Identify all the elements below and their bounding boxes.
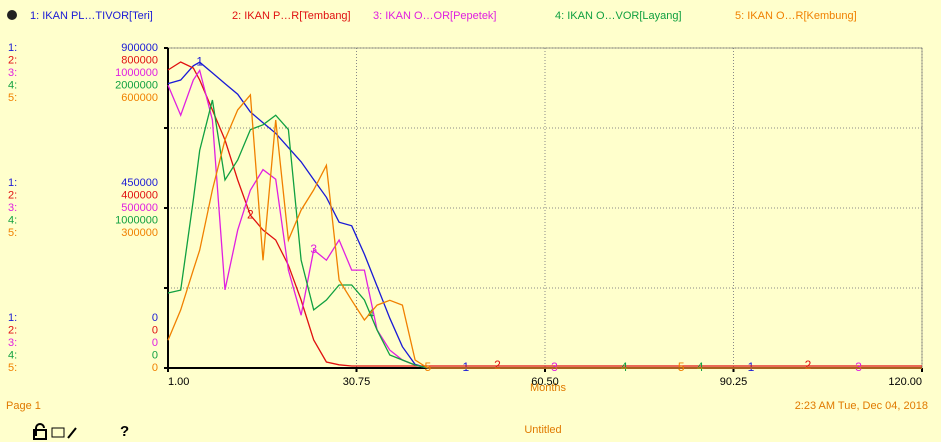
y-axis-prefix: 4: xyxy=(8,349,17,361)
series-marker: 2 xyxy=(247,207,254,221)
series-marker: 3 xyxy=(551,360,558,374)
y-axis-prefix: 4: xyxy=(8,214,17,226)
y-axis-prefix: 5: xyxy=(8,92,17,104)
series-marker: 3 xyxy=(310,242,317,256)
y-tick-label: 2000000 xyxy=(115,79,158,91)
series-line xyxy=(167,93,922,369)
y-tick-label: 400000 xyxy=(121,189,158,201)
y-tick-label: 300000 xyxy=(121,227,158,239)
wand-icon[interactable] xyxy=(67,427,77,439)
series-marker: 4 xyxy=(367,307,374,321)
y-axis-prefix: 2: xyxy=(8,324,17,336)
legend-entry: 3: IKAN O…OR[Pepetek] xyxy=(373,10,497,22)
document-name: Untitled xyxy=(524,424,561,436)
y-axis-prefix: 5: xyxy=(8,227,17,239)
series-marker: 1 xyxy=(462,360,469,374)
series-line xyxy=(167,99,922,369)
y-axis-prefix: 3: xyxy=(8,202,17,214)
series-marker: 1 xyxy=(748,360,755,374)
toolbar: ? xyxy=(33,423,129,440)
series-marker: 2 xyxy=(494,358,501,372)
y-axis-prefix: 2: xyxy=(8,54,17,66)
x-tick-label: 90.25 xyxy=(720,376,748,388)
legend-entry: 4: IKAN O…VOR[Layang] xyxy=(555,10,682,22)
y-tick-label: 0 xyxy=(152,312,158,324)
series-marker: 2 xyxy=(805,358,812,372)
print-icon[interactable] xyxy=(51,427,65,438)
y-axis-prefix: 1: xyxy=(8,312,17,324)
help-icon[interactable]: ? xyxy=(120,423,129,440)
x-tick-label: 1.00 xyxy=(168,376,189,388)
series-marker: 4 xyxy=(697,360,704,374)
series-marker: 5 xyxy=(678,360,685,374)
page-label[interactable]: Page 1 xyxy=(6,400,41,412)
pin-icon[interactable] xyxy=(7,10,17,20)
y-axis-prefix: 1: xyxy=(8,177,17,189)
y-tick-label: 600000 xyxy=(121,92,158,104)
series-marker: 1 xyxy=(196,54,203,68)
y-axis-prefix: 1: xyxy=(8,42,17,54)
y-tick-label: 500000 xyxy=(121,202,158,214)
series-marker: 5 xyxy=(424,360,431,374)
y-tick-label: 800000 xyxy=(121,54,158,66)
y-axis-prefix: 5: xyxy=(8,362,17,374)
y-axis-prefix: 4: xyxy=(8,79,17,91)
y-axis-prefix: 3: xyxy=(8,67,17,79)
series-marker: 3 xyxy=(855,360,862,374)
y-tick-label: 900000 xyxy=(121,42,158,54)
lock-icon[interactable] xyxy=(33,423,47,440)
y-tick-label: 1000000 xyxy=(115,214,158,226)
legend-entry: 5: IKAN O…R[Kembung] xyxy=(735,10,857,22)
y-tick-label: 0 xyxy=(152,362,158,374)
y-axis-prefix: 2: xyxy=(8,189,17,201)
legend-entry: 1: IKAN PL…TIVOR[Teri] xyxy=(30,10,153,22)
x-tick-label: 60.50 xyxy=(531,376,559,388)
x-tick-label: 30.75 xyxy=(343,376,371,388)
series-line xyxy=(167,68,922,369)
y-tick-label: 0 xyxy=(152,324,158,336)
x-tick-label: 120.00 xyxy=(888,376,922,388)
y-tick-label: 0 xyxy=(152,349,158,361)
legend-entry: 2: IKAN P…R[Tembang] xyxy=(232,10,351,22)
series-line xyxy=(167,61,922,369)
series-marker: 4 xyxy=(621,360,628,374)
timestamp: 2:23 AM Tue, Dec 04, 2018 xyxy=(795,400,928,412)
series-line xyxy=(167,61,922,367)
y-tick-label: 1000000 xyxy=(115,67,158,79)
x-axis-label: Months xyxy=(530,382,567,394)
y-axis-prefix: 3: xyxy=(8,337,17,349)
y-tick-label: 450000 xyxy=(121,177,158,189)
y-tick-label: 0 xyxy=(152,337,158,349)
